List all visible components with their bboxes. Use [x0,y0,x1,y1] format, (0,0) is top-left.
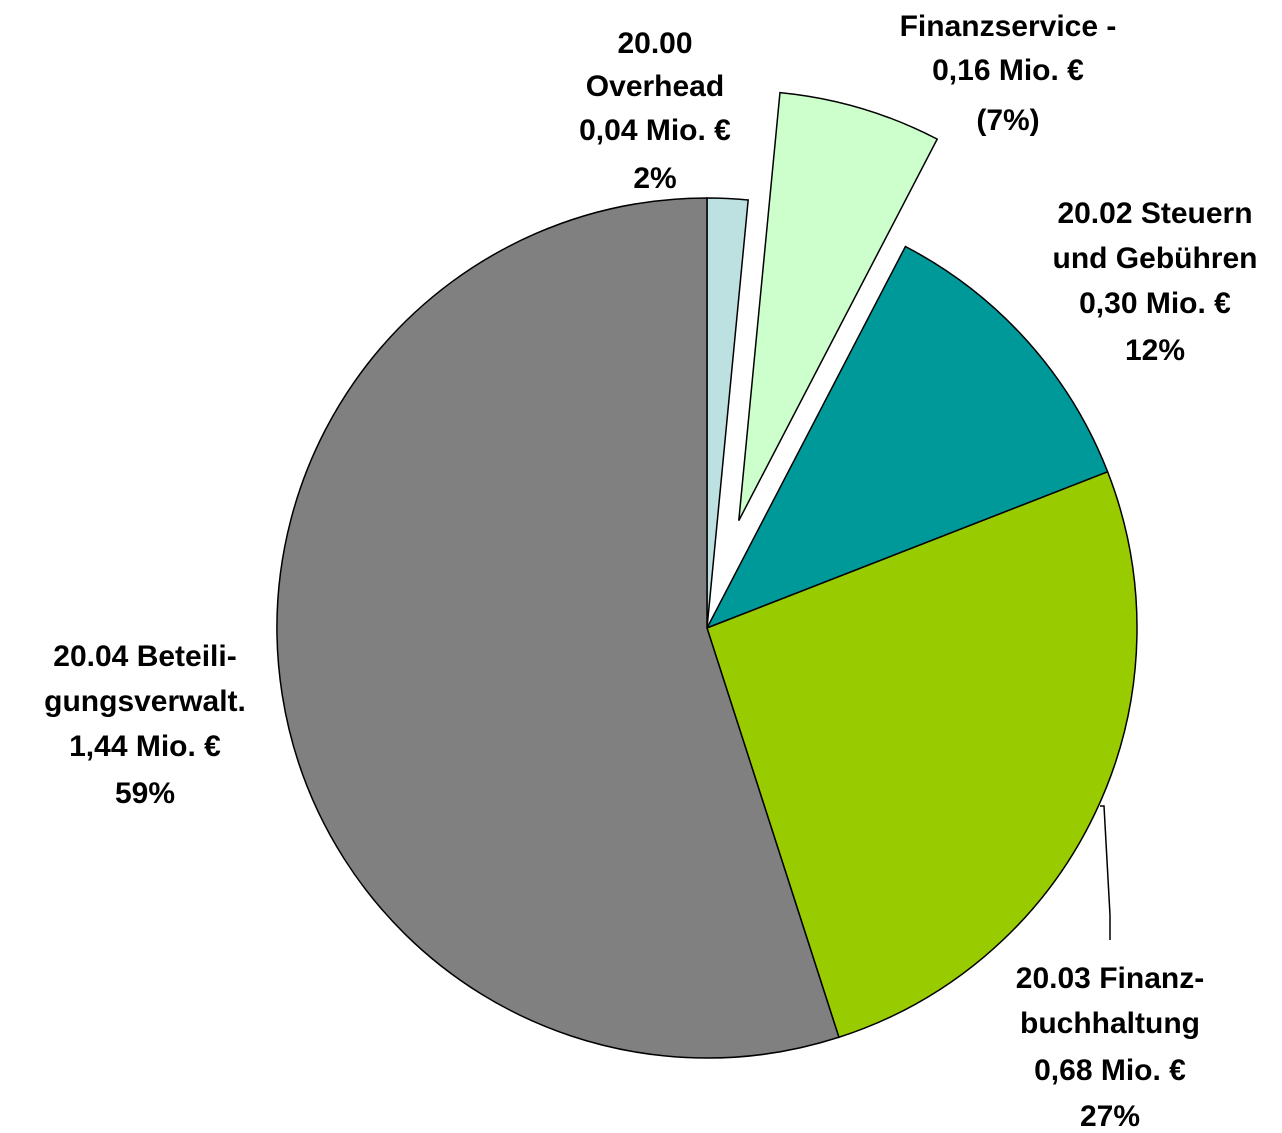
slice-label: und Gebühren [1053,242,1258,275]
pie-slice [706,470,1138,1039]
slice-label: 20.04 Beteili- [53,640,236,673]
slice-label: 0,04 Mio. € [579,114,731,147]
slice-label: 12% [1125,334,1185,367]
pie-slice [276,197,840,1059]
pie-slice [705,245,1109,630]
slice-label: gungsverwalt. [44,685,246,718]
slice-label: 59% [115,777,175,810]
slice-label: Overhead [586,70,724,103]
slice-label: 2% [633,162,676,195]
slice-label: (7%) [976,104,1039,137]
slice-label: Finanzservice - [900,10,1117,43]
slice-label: 0,16 Mio. € [932,54,1084,87]
slice-label: buchhaltung [1020,1007,1200,1040]
slice-label: 27% [1080,1100,1140,1133]
slice-label: 1,44 Mio. € [69,730,221,763]
slice-label: 0,30 Mio. € [1079,287,1231,320]
slice-label: 0,68 Mio. € [1034,1054,1186,1087]
slice-label: 20.03 Finanz- [1016,962,1204,995]
leader-line [1100,805,1111,940]
slice-label: 20.00 [617,27,692,60]
pie-slice [738,91,939,521]
slice-label: 20.02 Steuern [1057,197,1252,230]
